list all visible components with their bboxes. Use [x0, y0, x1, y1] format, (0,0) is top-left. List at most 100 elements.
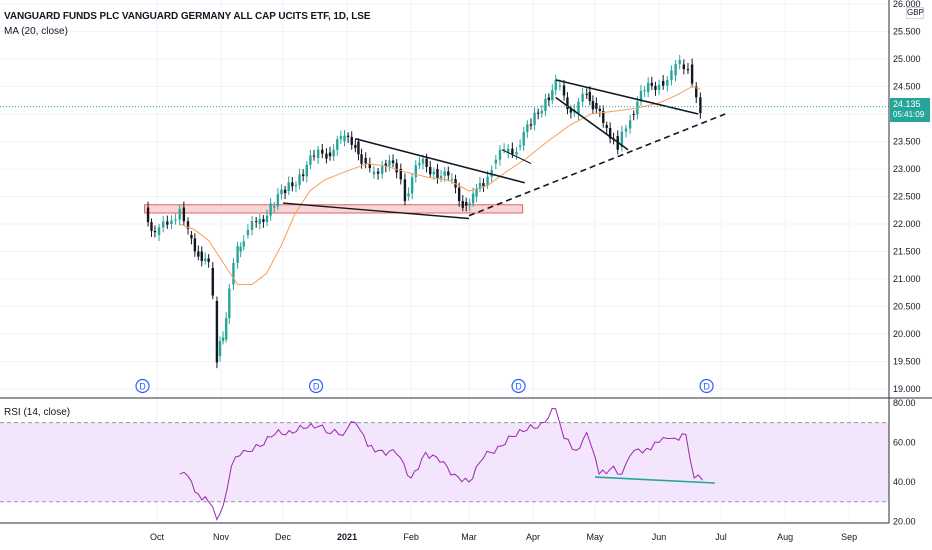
candle-body: [605, 125, 608, 129]
candle-body: [569, 109, 573, 113]
currency-label: GBP: [906, 7, 924, 19]
candle-body: [502, 149, 506, 151]
candle: [526, 120, 529, 138]
candle-body: [384, 163, 388, 167]
price-tick-label: 25.500: [893, 27, 921, 37]
candle-body: [608, 128, 612, 139]
candles: [146, 54, 702, 369]
candle: [628, 114, 632, 134]
candle-body: [294, 184, 298, 187]
candle: [211, 261, 214, 300]
candle: [150, 218, 153, 237]
dividend-label: D: [515, 382, 522, 392]
candle: [654, 81, 657, 96]
candle: [232, 258, 235, 291]
candle-body: [620, 131, 624, 147]
price-tick-label: 22.500: [893, 192, 921, 202]
rsi-divergence-line: [594, 476, 715, 484]
candle-body: [643, 89, 646, 91]
candle-body: [551, 90, 554, 101]
candle: [236, 241, 239, 269]
dividend-label: D: [703, 382, 710, 392]
candle: [624, 124, 628, 138]
candle: [502, 143, 506, 154]
candle-body: [429, 167, 432, 175]
price-tick-label: 26.000: [893, 0, 921, 9]
candle-body: [157, 227, 161, 235]
candle-body: [690, 64, 694, 84]
dividend-icon: [511, 378, 526, 394]
dividend-marker: D: [511, 378, 526, 394]
candle-body: [161, 221, 165, 228]
candle: [482, 178, 485, 192]
candle-body: [228, 288, 231, 319]
candle: [494, 155, 498, 170]
candle: [620, 125, 624, 152]
candle-body: [465, 202, 468, 206]
candle: [357, 138, 360, 161]
candle-body: [170, 220, 173, 224]
candle-body: [588, 92, 592, 101]
candle-body: [699, 97, 702, 114]
candle: [468, 198, 471, 212]
candle: [287, 176, 290, 196]
candle: [301, 169, 305, 182]
candle-body: [533, 112, 536, 125]
bar-countdown: 05:41:09: [893, 110, 925, 119]
candle-body: [204, 258, 207, 261]
candle-body: [207, 258, 210, 262]
candle: [540, 105, 543, 118]
time-tick-label: May: [586, 532, 604, 542]
candle-body: [457, 187, 461, 202]
candle: [262, 215, 265, 228]
candle: [325, 148, 328, 164]
candle-body: [254, 221, 258, 223]
candle: [403, 173, 407, 206]
candle: [511, 142, 514, 158]
candle: [699, 92, 702, 119]
candle: [368, 157, 372, 173]
price-tick-label: 23.500: [893, 137, 921, 147]
candle: [391, 154, 395, 168]
candle: [354, 139, 357, 153]
candle: [690, 58, 694, 88]
candle: [336, 135, 339, 156]
candle: [407, 187, 410, 201]
candle-body: [276, 194, 280, 207]
candle-body: [624, 128, 628, 132]
candle: [447, 166, 450, 182]
candle: [547, 93, 551, 107]
candle-body: [193, 238, 197, 252]
candle-body: [515, 151, 518, 155]
candle-body: [150, 222, 153, 231]
last-price-tag: 24.135 05:41:09: [890, 98, 930, 122]
candle: [161, 216, 165, 233]
candle-body: [153, 230, 157, 233]
candle-body: [661, 81, 665, 86]
candle-body: [498, 149, 502, 160]
candle-body: [657, 84, 661, 90]
candle: [421, 154, 425, 170]
candle-body: [357, 141, 360, 155]
candle-body: [380, 166, 384, 174]
candle-body: [418, 162, 421, 166]
candle-body: [421, 158, 425, 164]
candle: [332, 144, 335, 162]
candle-body: [325, 153, 328, 159]
candle-body: [354, 144, 357, 148]
price-tick-label: 22.000: [893, 219, 921, 229]
candle-body: [186, 221, 190, 229]
candle-body: [595, 103, 598, 109]
candle-body: [547, 97, 551, 101]
candle: [339, 130, 343, 144]
candle-body: [678, 60, 681, 65]
candle: [605, 121, 608, 135]
candle: [343, 130, 346, 147]
candle: [309, 149, 312, 170]
candle: [670, 65, 673, 86]
candle-body: [647, 82, 650, 92]
candle-body: [328, 152, 332, 157]
time-tick-label: Apr: [526, 532, 540, 542]
candle-body: [388, 160, 391, 167]
